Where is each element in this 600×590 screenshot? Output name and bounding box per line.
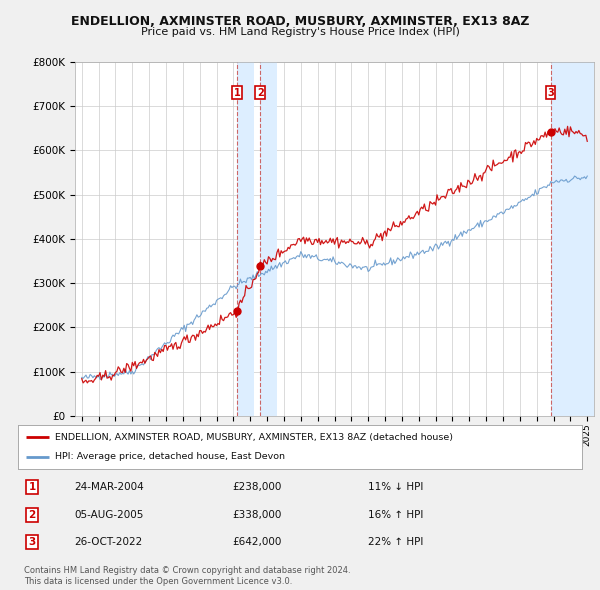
Text: 22% ↑ HPI: 22% ↑ HPI [368,537,423,547]
Text: 3: 3 [28,537,36,547]
Bar [237,62,254,416]
Text: Price paid vs. HM Land Registry's House Price Index (HPI): Price paid vs. HM Land Registry's House … [140,27,460,37]
Text: £642,000: £642,000 [232,537,281,547]
Text: 2: 2 [28,510,36,520]
Text: 3: 3 [547,88,554,98]
Text: ENDELLION, AXMINSTER ROAD, MUSBURY, AXMINSTER, EX13 8AZ (detached house): ENDELLION, AXMINSTER ROAD, MUSBURY, AXMI… [55,432,452,442]
Text: £238,000: £238,000 [232,483,281,493]
Text: £338,000: £338,000 [232,510,281,520]
Bar [260,62,277,416]
Text: This data is licensed under the Open Government Licence v3.0.: This data is licensed under the Open Gov… [24,577,292,586]
Text: 1: 1 [234,88,241,98]
Text: HPI: Average price, detached house, East Devon: HPI: Average price, detached house, East… [55,452,284,461]
Text: 16% ↑ HPI: 16% ↑ HPI [368,510,423,520]
Text: 05-AUG-2005: 05-AUG-2005 [74,510,144,520]
Text: 1: 1 [28,483,36,493]
Text: ENDELLION, AXMINSTER ROAD, MUSBURY, AXMINSTER, EX13 8AZ: ENDELLION, AXMINSTER ROAD, MUSBURY, AXMI… [71,15,529,28]
Bar [551,62,594,416]
Text: 11% ↓ HPI: 11% ↓ HPI [368,483,423,493]
Text: 24-MAR-2004: 24-MAR-2004 [74,483,144,493]
Text: Contains HM Land Registry data © Crown copyright and database right 2024.: Contains HM Land Registry data © Crown c… [24,566,350,575]
Text: 2: 2 [257,88,263,98]
Text: 26-OCT-2022: 26-OCT-2022 [74,537,143,547]
